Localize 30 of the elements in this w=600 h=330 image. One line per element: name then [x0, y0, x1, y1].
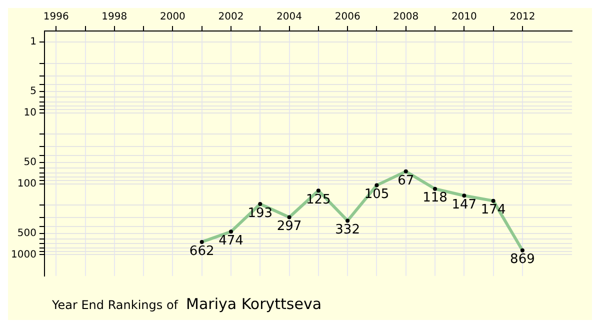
data-label: 662	[189, 244, 214, 259]
data-label: 118	[422, 190, 448, 206]
y-tick-label: 5	[30, 86, 36, 98]
x-tick-label: 2004	[276, 12, 302, 23]
data-label: 332	[335, 222, 360, 238]
y-tick-label: 1000	[10, 249, 36, 260]
data-label: 105	[364, 187, 390, 202]
x-tick-label: 1998	[102, 12, 128, 23]
data-label: 174	[480, 202, 506, 218]
x-tick-label: 1996	[43, 12, 69, 23]
data-label: 297	[276, 219, 302, 234]
x-tick-label: 2010	[451, 12, 477, 23]
x-tick-label: 2008	[393, 12, 419, 23]
x-tick-label: 2006	[334, 12, 360, 23]
data-label: 869	[510, 252, 535, 268]
y-tick-label: 50	[24, 157, 36, 168]
text: Mariya Koryttseva	[186, 295, 322, 313]
data-label: 147	[452, 198, 477, 213]
y-tick-label: 1	[30, 36, 36, 48]
x-tick-label: 2002	[218, 12, 244, 23]
x-tick-label: 2000	[160, 12, 186, 23]
data-label: 125	[306, 192, 331, 208]
y-tick-label: 100	[17, 178, 36, 190]
data-label: 193	[248, 206, 273, 221]
data-label: 67	[398, 173, 414, 188]
y-tick-label: 10	[24, 107, 36, 118]
data-label: 474	[218, 234, 244, 249]
y-tick-label: 500	[17, 228, 36, 239]
x-tick-label: 2012	[510, 12, 536, 23]
text: Year End Rankings of	[52, 298, 178, 312]
